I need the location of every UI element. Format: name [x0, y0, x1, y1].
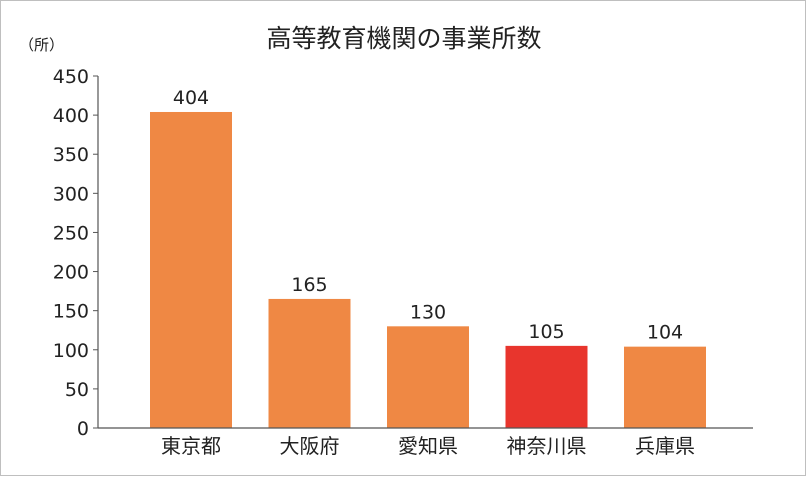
chart-title: 高等教育機関の事業所数	[266, 24, 541, 53]
bar	[387, 326, 469, 428]
x-category-label: 大阪府	[280, 434, 340, 458]
x-category-label: 神奈川県	[507, 434, 587, 458]
y-tick-label: 400	[53, 105, 89, 127]
y-tick-label: 250	[53, 222, 89, 244]
bar-value-label: 105	[528, 321, 564, 343]
bar	[150, 111, 232, 428]
bar-value-label: 404	[173, 87, 209, 109]
y-axis-unit-label: （所）	[19, 36, 64, 54]
y-tick-label: 100	[53, 340, 89, 362]
bar-value-label: 130	[410, 301, 446, 323]
x-category-label: 愛知県	[398, 434, 458, 458]
y-tick-label: 450	[53, 66, 89, 88]
y-tick-label: 50	[65, 379, 89, 401]
bar-value-label: 165	[291, 274, 327, 296]
bar	[505, 345, 588, 428]
y-tick-label: 200	[53, 262, 89, 284]
y-tick-label: 350	[53, 144, 89, 166]
x-category-label: 東京都	[161, 434, 221, 458]
x-axis: 東京都 大阪府 愛知県 神奈川県 兵庫県	[98, 427, 753, 458]
y-tick-label: 300	[53, 183, 89, 205]
y-axis: 0 50 100 150 200 250 300 350 400 450	[53, 66, 99, 440]
bar-value-label: 104	[647, 322, 683, 344]
bar-series: 404 165 130 105 104	[150, 87, 706, 428]
x-category-label: 兵庫県	[635, 434, 695, 458]
y-tick-label: 0	[77, 418, 89, 440]
bar	[268, 298, 351, 428]
bar	[624, 346, 706, 428]
y-tick-label: 150	[53, 301, 89, 323]
